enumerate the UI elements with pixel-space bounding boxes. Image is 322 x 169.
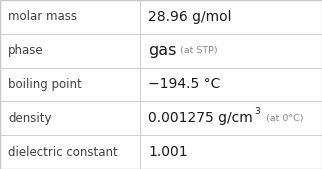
Text: boiling point: boiling point (8, 78, 82, 91)
Text: (at 0°C): (at 0°C) (266, 114, 304, 123)
Text: molar mass: molar mass (8, 10, 77, 23)
Text: 0.001275 g/cm: 0.001275 g/cm (148, 111, 253, 125)
Text: 28.96 g/mol: 28.96 g/mol (148, 10, 232, 24)
Text: 1.001: 1.001 (148, 145, 188, 159)
Text: phase: phase (8, 44, 44, 57)
Text: density: density (8, 112, 52, 125)
Text: 3: 3 (254, 107, 260, 116)
Text: −194.5 °C: −194.5 °C (148, 78, 221, 91)
Text: dielectric constant: dielectric constant (8, 146, 118, 159)
Text: gas: gas (148, 43, 176, 58)
Text: (at STP): (at STP) (180, 46, 218, 55)
